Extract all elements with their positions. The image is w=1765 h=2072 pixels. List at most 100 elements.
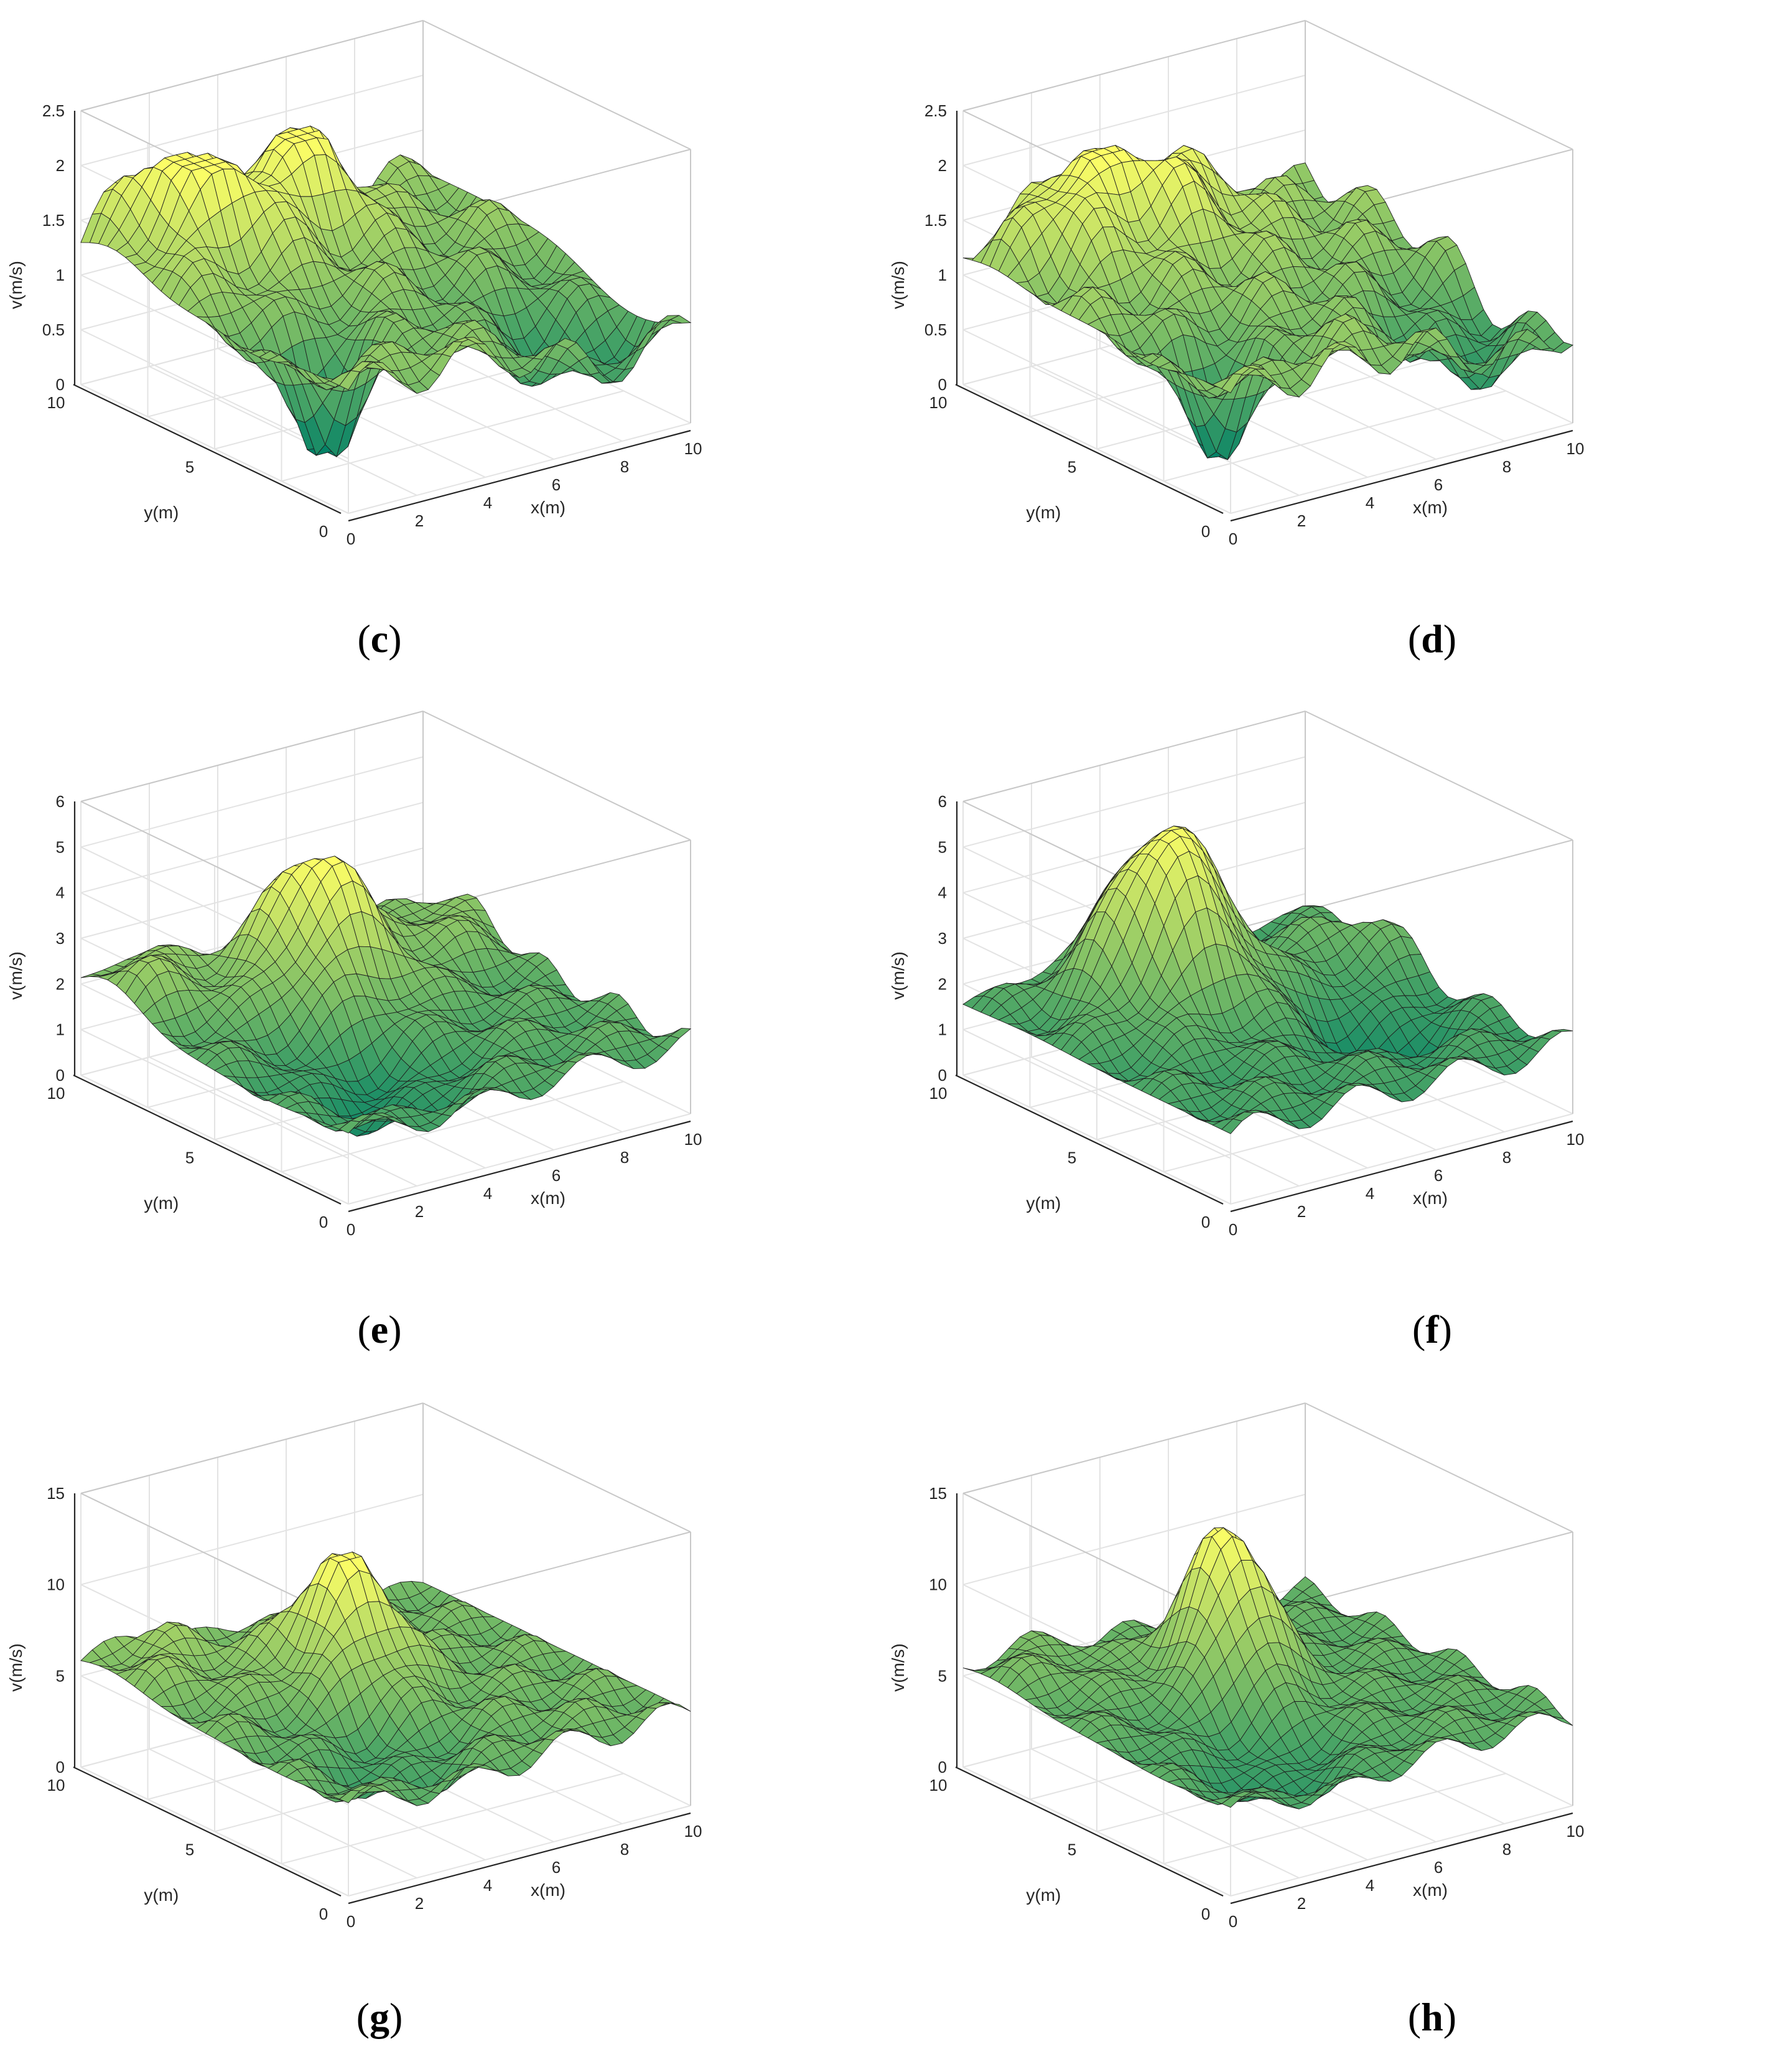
x-tick-label: 10 xyxy=(1567,1130,1585,1149)
y-tick-label: 10 xyxy=(47,1776,65,1794)
y-tick-label: 5 xyxy=(185,1149,194,1167)
z-tick-label: 0 xyxy=(56,375,65,394)
y-tick-label: 0 xyxy=(319,522,328,541)
chart-panel-h: 0 2 4 6 8 10 0 5 10 0 5 10 15 x(m) y(m) v(m/s) xyxy=(882,1383,1764,1980)
y-tick-label: 0 xyxy=(319,1213,328,1231)
x-tick-label: 4 xyxy=(1366,493,1374,512)
axes-lines xyxy=(73,801,691,1213)
z-tick-label: 15 xyxy=(47,1484,65,1503)
y-tick-label: 10 xyxy=(47,393,65,412)
z-tick-label: 0.5 xyxy=(924,320,947,339)
surface-face xyxy=(669,315,692,324)
z-tick-label: 1 xyxy=(938,266,947,284)
x-tick-label: 0 xyxy=(347,1220,355,1239)
z-tick-label: 1 xyxy=(56,1020,65,1039)
chart-panel-e: 0 2 4 6 8 10 0 5 10 0 1 2 3 4 5 6 x(m) y(m) v(m/s) xyxy=(0,691,882,1288)
z-tick-label: 2 xyxy=(938,156,947,175)
chart-panel-d: 0 2 4 6 8 10 0 5 10 0 0.5 1 1.5 2 2.5 x(m) y(m) v(m/s) xyxy=(882,0,1764,597)
z-axis-label: v(m/s) xyxy=(6,951,26,1000)
chart-panel-g: 0 2 4 6 8 10 0 5 10 0 5 10 15 x(m) y(m) v(m/s) xyxy=(0,1383,882,1980)
z-tick-label: 5 xyxy=(56,1666,65,1685)
y-axis-label: y(m) xyxy=(144,503,179,522)
chart-panel-f: 0 2 4 6 8 10 0 5 10 0 1 2 3 4 5 6 x(m) y(m) v(m/s) xyxy=(882,691,1764,1288)
x-tick-label: 10 xyxy=(684,1130,702,1149)
x-tick-label: 8 xyxy=(620,1840,629,1859)
z-tick-label: 1 xyxy=(938,1020,947,1039)
y-axis-label: y(m) xyxy=(144,1885,179,1905)
x-tick-label: 6 xyxy=(1434,475,1443,494)
x-tick-label: 2 xyxy=(415,1894,424,1913)
z-tick-label: 0 xyxy=(938,375,947,394)
x-tick-label: 10 xyxy=(684,1822,702,1841)
axes-lines xyxy=(955,801,1573,1213)
x-axis-label: x(m) xyxy=(531,498,566,517)
z-tick-label: 0.5 xyxy=(42,320,65,339)
z-tick-label: 1 xyxy=(56,266,65,284)
x-axis-label: x(m) xyxy=(1413,498,1448,517)
surface-face xyxy=(1552,342,1574,353)
y-axis-label: y(m) xyxy=(144,1193,179,1213)
surface-mesh xyxy=(80,125,692,458)
chart-panel-c: 0 2 4 6 8 10 0 5 10 0 0.5 1 1.5 2 2.5 x(m) y(m) v(m/s) xyxy=(0,0,882,597)
axes-lines xyxy=(73,111,691,522)
z-tick-label: 3 xyxy=(56,929,65,948)
x-tick-label: 8 xyxy=(620,1148,629,1167)
z-axis-label: v(m/s) xyxy=(888,951,908,1000)
surface-mesh xyxy=(80,856,692,1137)
surface-face xyxy=(669,1027,692,1039)
x-tick-label: 8 xyxy=(620,457,629,476)
z-tick-label: 10 xyxy=(47,1575,65,1594)
z-tick-label: 0 xyxy=(56,1066,65,1085)
z-axis-label: v(m/s) xyxy=(6,1643,26,1692)
surface-mesh xyxy=(962,1527,1573,1809)
z-axis-label: v(m/s) xyxy=(6,261,26,309)
axes-box xyxy=(962,1402,1573,1806)
x-tick-label: 10 xyxy=(1567,439,1585,458)
x-tick-label: 6 xyxy=(1434,1166,1443,1185)
x-tick-label: 8 xyxy=(1502,457,1511,476)
surface-mesh xyxy=(80,1551,691,1806)
surface-face xyxy=(1552,1029,1573,1032)
x-tick-label: 2 xyxy=(415,511,424,530)
surface-mesh xyxy=(962,825,1573,1134)
z-tick-label: 2 xyxy=(56,974,65,993)
z-tick-label: 6 xyxy=(938,792,947,811)
y-tick-label: 10 xyxy=(929,1084,948,1103)
z-tick-label: 2.5 xyxy=(924,101,947,120)
x-tick-label: 0 xyxy=(1229,530,1237,548)
x-tick-label: 2 xyxy=(1297,511,1306,530)
z-tick-label: 6 xyxy=(56,792,65,811)
x-tick-label: 6 xyxy=(552,1858,561,1877)
y-tick-label: 0 xyxy=(319,1905,328,1923)
x-axis-label: x(m) xyxy=(531,1880,566,1900)
y-tick-label: 5 xyxy=(1068,1149,1076,1167)
z-tick-label: 0 xyxy=(56,1758,65,1776)
x-tick-label: 6 xyxy=(552,475,561,494)
x-tick-label: 10 xyxy=(684,439,702,458)
z-tick-label: 2.5 xyxy=(42,101,65,120)
y-tick-label: 0 xyxy=(1201,1213,1210,1231)
z-tick-label: 5 xyxy=(938,838,947,856)
y-tick-label: 5 xyxy=(185,458,194,477)
y-axis-label: y(m) xyxy=(1026,503,1061,522)
y-tick-label: 10 xyxy=(929,393,948,412)
z-tick-label: 2 xyxy=(938,974,947,993)
y-tick-label: 5 xyxy=(1068,458,1076,477)
x-tick-label: 4 xyxy=(483,1876,492,1895)
z-tick-label: 4 xyxy=(56,884,65,902)
y-tick-label: 0 xyxy=(1201,522,1210,541)
z-tick-label: 4 xyxy=(938,884,947,902)
z-tick-label: 3 xyxy=(938,929,947,948)
z-tick-label: 1.5 xyxy=(924,211,947,230)
z-axis-label: v(m/s) xyxy=(888,261,908,309)
y-tick-label: 5 xyxy=(185,1841,194,1859)
axes-lines xyxy=(955,111,1573,522)
